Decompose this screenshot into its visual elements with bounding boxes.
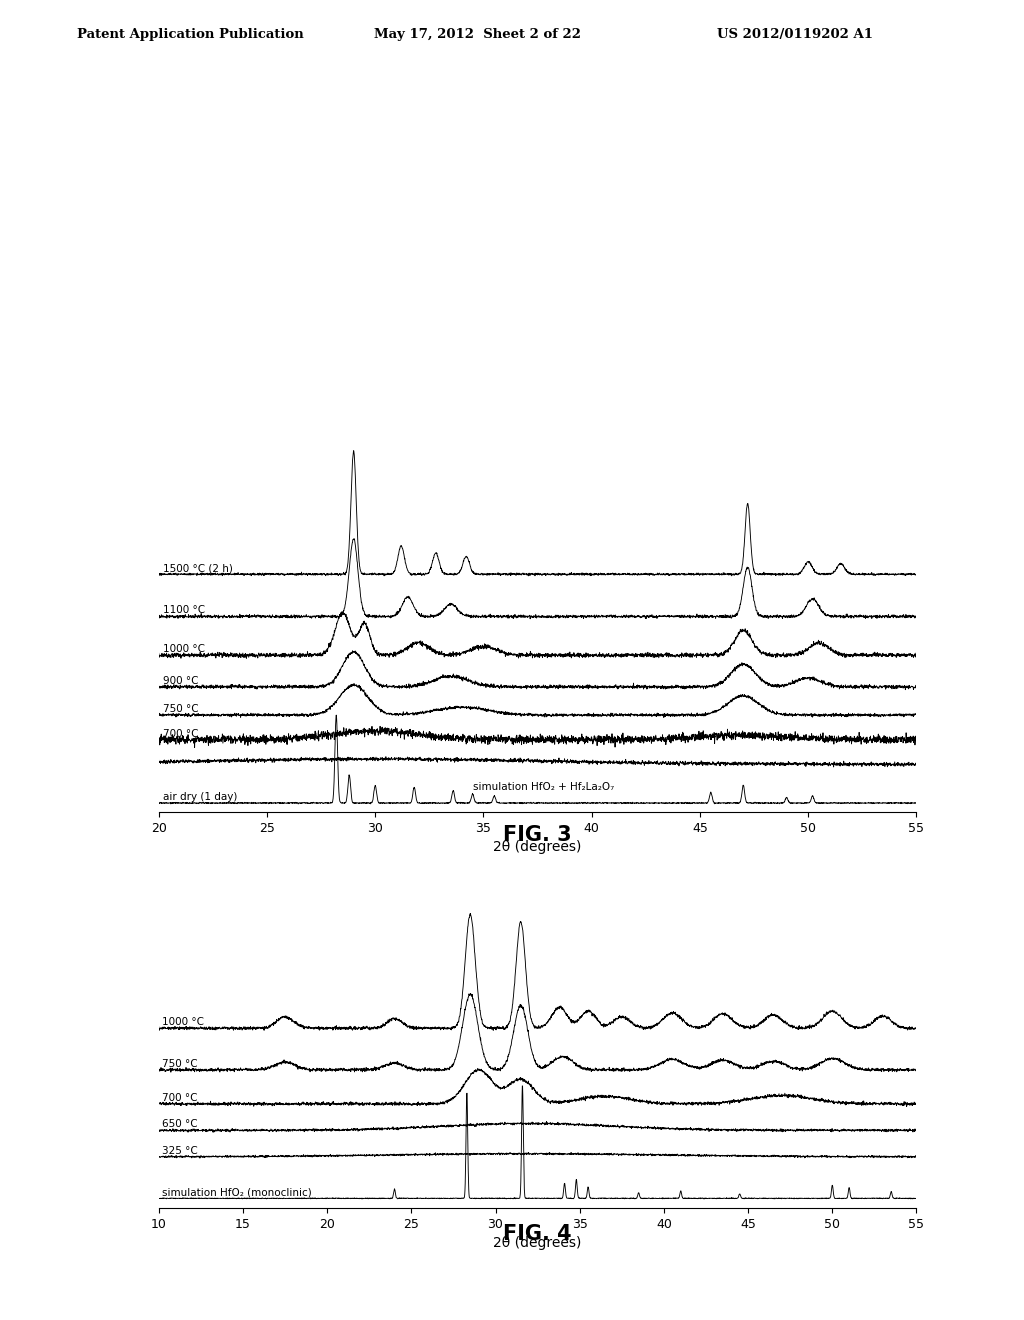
Text: US 2012/0119202 A1: US 2012/0119202 A1 xyxy=(717,28,872,41)
X-axis label: 2θ (degrees): 2θ (degrees) xyxy=(494,840,582,854)
Text: 1100 °C: 1100 °C xyxy=(163,606,205,615)
Text: simulation HfO₂ (monoclinic): simulation HfO₂ (monoclinic) xyxy=(162,1187,312,1197)
Text: Patent Application Publication: Patent Application Publication xyxy=(77,28,303,41)
Text: FIG. 4: FIG. 4 xyxy=(503,1224,572,1243)
Text: 1000 °C: 1000 °C xyxy=(163,644,205,655)
Text: 1000 °C: 1000 °C xyxy=(162,1016,204,1027)
Text: air dry (1 day): air dry (1 day) xyxy=(163,792,238,803)
Text: May 17, 2012  Sheet 2 of 22: May 17, 2012 Sheet 2 of 22 xyxy=(374,28,581,41)
Text: FIG. 3: FIG. 3 xyxy=(503,825,572,845)
Text: simulation HfO₂ + Hf₂La₂O₇: simulation HfO₂ + Hf₂La₂O₇ xyxy=(473,783,614,792)
Text: 1500 °C (2 h): 1500 °C (2 h) xyxy=(163,564,232,573)
Text: 750 °C: 750 °C xyxy=(163,704,199,714)
Text: 700 °C: 700 °C xyxy=(163,729,199,739)
Text: 650 °C: 650 °C xyxy=(162,1119,198,1129)
Text: 325 °C: 325 °C xyxy=(162,1146,198,1155)
Text: 700 °C: 700 °C xyxy=(162,1093,198,1102)
Text: 750 °C: 750 °C xyxy=(162,1059,198,1069)
Text: 900 °C: 900 °C xyxy=(163,676,199,686)
X-axis label: 2θ (degrees): 2θ (degrees) xyxy=(494,1236,582,1250)
